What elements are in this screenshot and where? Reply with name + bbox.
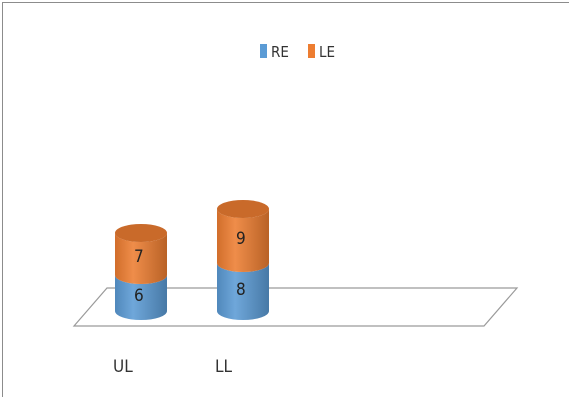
floor-plane (72, 287, 519, 327)
data-label-ul-re: 6 (134, 286, 144, 306)
x-tick-ul: UL (113, 357, 133, 377)
data-label-ll-re: 8 (236, 280, 246, 300)
legend-swatch-le (308, 44, 315, 58)
bar-ll-le (217, 200, 269, 272)
bar-ll-re (217, 263, 269, 320)
legend-swatch-re (260, 44, 267, 58)
x-tick-ll: LL (215, 357, 233, 377)
legend-label-re: RE (271, 43, 289, 61)
bar-ul-le (115, 224, 167, 284)
data-label-ll-le: 9 (236, 229, 246, 249)
bars: 6 7 8 9 (115, 200, 269, 320)
data-label-ul-le: 7 (134, 247, 144, 267)
x-axis-ticks: UL LL (113, 357, 233, 377)
legend-label-le: LE (319, 43, 335, 61)
legend: RE LE (260, 43, 335, 61)
bar-ul-re (115, 275, 167, 320)
